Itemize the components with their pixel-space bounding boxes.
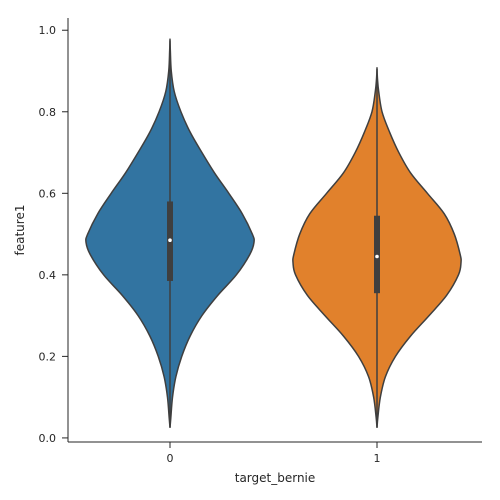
y-tick-label: 0.0 [39,432,57,445]
y-tick-label: 0.2 [39,350,57,363]
x-tick-label: 0 [167,452,174,465]
y-tick-label: 0.4 [39,269,57,282]
violins-layer [85,38,462,428]
violin-median-dot-1 [375,254,379,259]
y-ticks: 0.0 0.2 0.4 0.6 0.8 1.0 [39,24,68,445]
y-axis-label: feature1 [13,205,27,256]
y-tick-label: 0.8 [39,106,57,119]
violin-iqr-box-1 [374,215,380,294]
y-tick-label: 0.6 [39,187,57,200]
x-tick-label: 1 [374,452,381,465]
y-tick-label: 1.0 [39,24,57,37]
x-axis-label: target_bernie [235,471,316,485]
violin-median-dot-0 [168,238,172,242]
